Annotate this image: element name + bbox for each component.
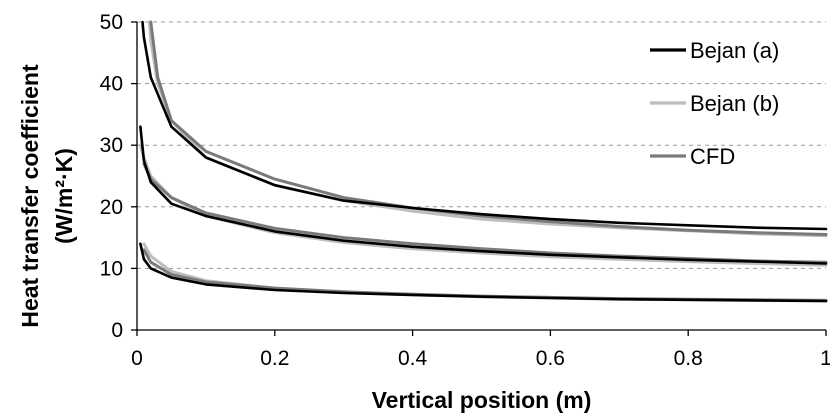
plot-area: [138, 20, 828, 303]
y-axis-title: Heat transfer coefficient: [17, 64, 43, 328]
y-tick-label: 10: [100, 257, 123, 280]
y-tick-label: 50: [100, 11, 123, 34]
series-line-bejan-a-upper: [141, 20, 828, 231]
legend-label: Bejan (b): [690, 91, 779, 116]
series-line-bejan-a-lower: [139, 242, 828, 303]
series-line-cfd-middle: [142, 162, 828, 264]
x-tick-label: 0: [131, 347, 143, 370]
series-line-bejan-a-middle: [139, 125, 828, 265]
y-axis-unit: (W/m²·K): [51, 148, 77, 244]
x-tick-label: 0.6: [536, 347, 565, 370]
series-line-cfd-lower: [142, 248, 828, 302]
x-tick-label: 1: [820, 347, 830, 370]
legend-label: Bejan (a): [690, 38, 779, 63]
x-tick-label: 0.8: [674, 347, 703, 370]
x-tick-label: 0.2: [260, 347, 289, 370]
series-line-bejan-b-middle: [138, 143, 828, 267]
y-tick-label: 30: [100, 134, 123, 157]
axes: 0 10 20 30 40 50 0 0.2 0.4 0.6 0.8 1: [100, 11, 830, 370]
legend-label: CFD: [690, 144, 735, 169]
y-tick-label: 20: [100, 196, 123, 219]
y-tick-label: 40: [100, 73, 123, 96]
legend: Bejan (a) Bejan (b) CFD: [650, 38, 779, 169]
gridlines: [137, 21, 826, 269]
x-axis-title: Vertical position (m): [372, 387, 592, 413]
x-tick-label: 0.4: [398, 347, 428, 370]
y-tick-label: 0: [111, 319, 123, 342]
